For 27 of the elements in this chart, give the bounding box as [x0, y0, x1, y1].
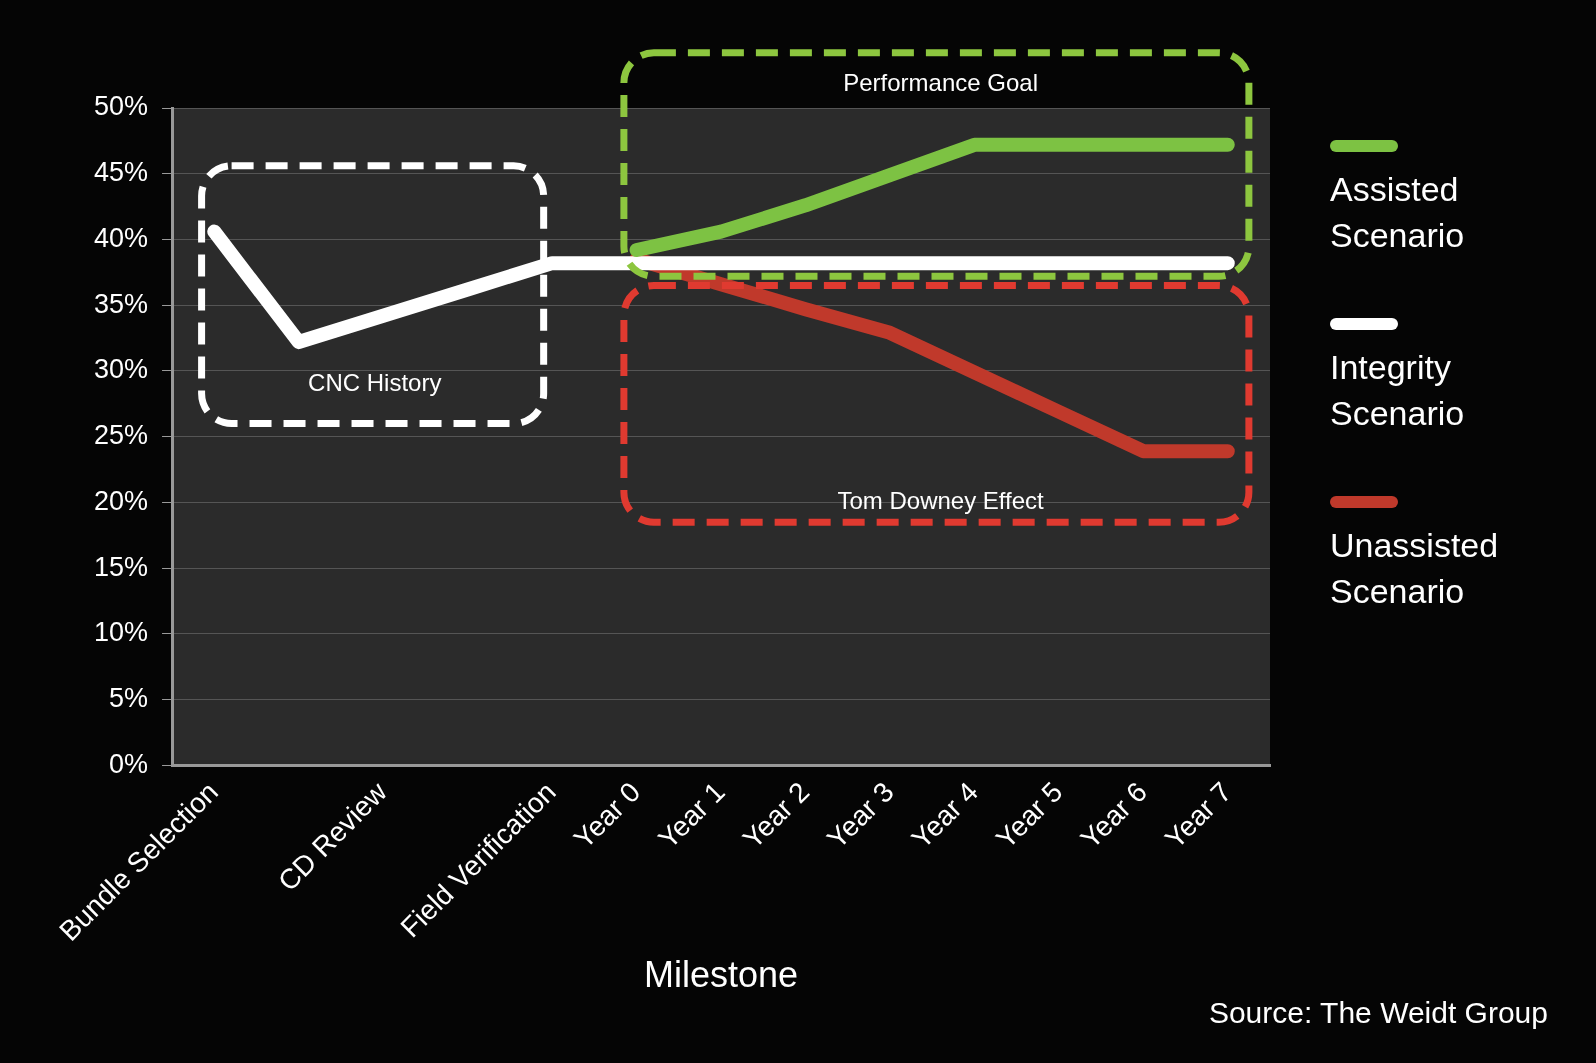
y-tick-label: 45% — [93, 157, 149, 188]
y-tick-label: 10% — [93, 617, 149, 648]
y-tick-label: 35% — [93, 288, 149, 319]
annotation: CNC History — [308, 368, 442, 396]
x-axis-title: Milestone — [643, 954, 799, 996]
y-tick-label: 30% — [93, 354, 149, 385]
x-tick-label: Year 5 — [990, 776, 1069, 855]
x-tick-label: Year 2 — [736, 776, 816, 855]
text: Performance Goal — [843, 68, 1038, 96]
legend-label: Unassisted Scenario — [1330, 525, 1500, 612]
annotation: Tom Downey Effect — [837, 487, 1045, 515]
x-tick-label: Year 4 — [905, 776, 985, 855]
x-tick-label: Year 6 — [1074, 776, 1154, 855]
y-tick-label: 5% — [109, 683, 149, 714]
y-tick-label: 40% — [93, 222, 149, 253]
y-tick-label: 25% — [93, 420, 149, 451]
y-tick-label: 0% — [109, 748, 149, 779]
x-tick-label: Year 0 — [567, 776, 647, 855]
x-tick-label: Year 3 — [821, 776, 900, 855]
x-tick-label: Year 1 — [652, 776, 731, 855]
source-note: Source: The Weidt Group — [1208, 996, 1548, 1030]
y-tick-label: 20% — [93, 485, 149, 516]
legend-label: Integrity Scenario — [1330, 347, 1466, 434]
y-tick-label: 15% — [93, 551, 149, 582]
legend-label: Assisted Scenario — [1330, 169, 1466, 256]
x-tick-label: Year 7 — [1159, 776, 1238, 855]
y-tick-label: 50% — [93, 91, 149, 122]
